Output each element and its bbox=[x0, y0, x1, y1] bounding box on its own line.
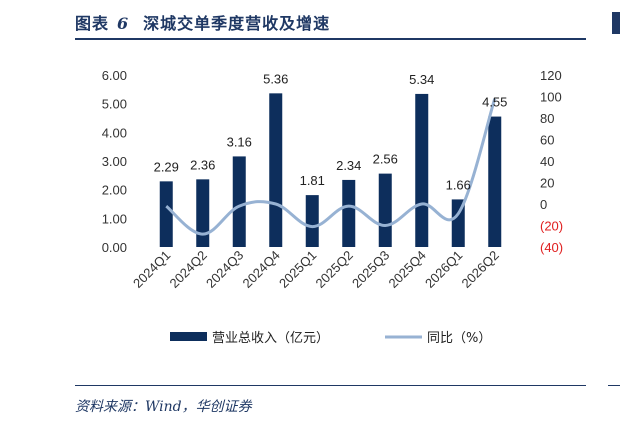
bar bbox=[488, 116, 502, 247]
bar-value-label: 1.66 bbox=[446, 177, 471, 192]
right-tick-label: 40 bbox=[540, 154, 554, 169]
figure-title-text: 深城交单季度营收及增速 bbox=[143, 14, 331, 33]
left-tick-label: 1.00 bbox=[102, 211, 127, 226]
bar bbox=[305, 195, 319, 247]
bar bbox=[269, 93, 283, 247]
right-tick-label: (20) bbox=[540, 219, 563, 234]
bar bbox=[451, 199, 465, 247]
bar bbox=[232, 156, 246, 247]
left-tick-label: 3.00 bbox=[102, 154, 127, 169]
x-tick-label: 2024Q4 bbox=[240, 248, 283, 291]
x-tick-label: 2024Q1 bbox=[130, 248, 173, 291]
bar-series bbox=[159, 93, 502, 247]
x-tick-label: 2024Q2 bbox=[167, 248, 210, 291]
right-axis: (40) (20) 0 20 40 60 80 100 120 bbox=[540, 68, 563, 255]
legend-swatch-bar bbox=[170, 332, 207, 341]
left-tick-label: 6.00 bbox=[102, 68, 127, 83]
bar bbox=[159, 181, 173, 247]
line-series bbox=[165, 98, 497, 236]
legend-label-bar: 营业总收入（亿元） bbox=[212, 331, 329, 346]
bar-value-label: 2.36 bbox=[190, 157, 215, 172]
bar bbox=[378, 173, 392, 247]
bar bbox=[196, 179, 210, 247]
left-tick-label: 4.00 bbox=[102, 125, 127, 140]
right-tick-label: (40) bbox=[540, 240, 563, 255]
bar-value-label: 3.16 bbox=[227, 134, 252, 149]
left-tick-label: 0.00 bbox=[102, 240, 127, 255]
x-tick-label: 2024Q3 bbox=[203, 248, 246, 291]
x-tick-label: 2026Q1 bbox=[422, 248, 465, 291]
right-tick-label: 20 bbox=[540, 176, 554, 191]
left-axis: 0.00 1.00 2.00 3.00 4.00 5.00 6.00 bbox=[102, 68, 127, 255]
bar-value-label: 5.36 bbox=[263, 71, 288, 86]
legend-label-line: 同比（%） bbox=[427, 331, 491, 346]
left-tick-label: 5.00 bbox=[102, 97, 127, 112]
title-rule bbox=[75, 38, 586, 40]
right-tick-label: 80 bbox=[540, 111, 554, 126]
data-labels: 2.29 2.36 3.16 5.36 1.81 2.34 2.56 5.34 1.66 4.55 bbox=[154, 71, 508, 192]
bar-value-label: 4.55 bbox=[482, 95, 507, 110]
bar bbox=[342, 179, 356, 247]
legend: 营业总收入（亿元） 同比（%） bbox=[170, 331, 491, 346]
figure-number: 6 bbox=[117, 14, 130, 33]
bar-value-label: 5.34 bbox=[409, 72, 434, 87]
x-tick-label: 2025Q3 bbox=[349, 248, 392, 291]
bar bbox=[415, 93, 429, 247]
bar-value-label: 2.34 bbox=[336, 158, 361, 173]
x-tick-label: 2025Q1 bbox=[276, 248, 319, 291]
x-axis: 2024Q12024Q22024Q32024Q42025Q12025Q22025… bbox=[130, 248, 502, 291]
edge-mark bbox=[612, 12, 620, 34]
left-tick-label: 2.00 bbox=[102, 183, 127, 198]
source-rule bbox=[75, 385, 586, 386]
yoy-line bbox=[165, 98, 497, 236]
bar-value-label: 2.29 bbox=[154, 159, 179, 174]
x-tick-label: 2025Q2 bbox=[313, 248, 356, 291]
figure-title: 图表 6 深城交单季度营收及增速 bbox=[75, 10, 330, 34]
source-note: 资料来源：Wind，华创证券 bbox=[75, 399, 252, 415]
right-tick-label: 120 bbox=[540, 68, 562, 83]
bar-value-label: 2.56 bbox=[373, 152, 398, 167]
right-tick-label: 60 bbox=[540, 133, 554, 148]
edge-mark-bottom bbox=[608, 385, 620, 386]
bar-value-label: 1.81 bbox=[300, 173, 325, 188]
figure-label: 图表 bbox=[75, 14, 110, 33]
right-tick-label: 100 bbox=[540, 90, 562, 105]
x-tick-label: 2026Q2 bbox=[459, 248, 502, 291]
x-tick-label: 2025Q4 bbox=[386, 248, 429, 291]
right-tick-label: 0 bbox=[540, 197, 547, 212]
